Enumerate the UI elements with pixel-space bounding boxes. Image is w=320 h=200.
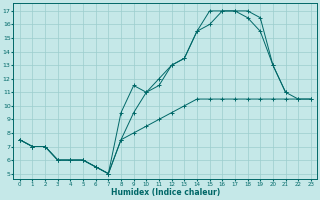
X-axis label: Humidex (Indice chaleur): Humidex (Indice chaleur) [111, 188, 220, 197]
